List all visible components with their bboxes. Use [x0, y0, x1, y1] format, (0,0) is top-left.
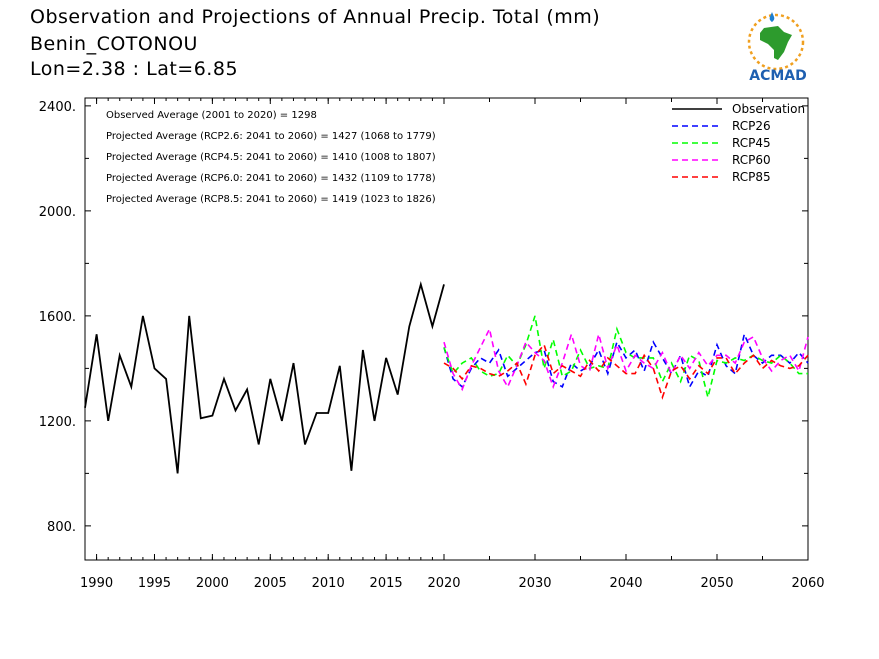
- y-tick-label: 1600.: [39, 310, 76, 325]
- y-tick-label: 2000.: [39, 205, 76, 220]
- x-tick-label: 2010: [312, 576, 345, 591]
- axis-ticks: 800. 1200. 1600. 2000. 2400. 1990 1995 2000 2005…: [39, 98, 825, 591]
- legend-label: RCP60: [732, 153, 771, 167]
- annotation-line: Projected Average (RCP6.0: 2041 to 2060)…: [106, 173, 436, 184]
- annotation-line: Projected Average (RCP4.5: 2041 to 2060)…: [106, 152, 436, 163]
- plot-frame: [84, 97, 809, 561]
- x-tick-label: 2005: [254, 576, 287, 591]
- series-line-observation: [84, 281, 445, 474]
- y-tick-label: 1200.: [39, 415, 76, 430]
- annotation-line: Projected Average (RCP8.5: 2041 to 2060)…: [106, 194, 436, 205]
- x-tick-label: 2060: [791, 576, 824, 591]
- africa-map-logo-icon: ACMAD: [747, 12, 807, 84]
- x-tick-label: 2020: [427, 576, 460, 591]
- legend-label: RCP45: [732, 136, 771, 150]
- series-layer: [84, 281, 809, 474]
- y-tick-label: 800.: [47, 520, 76, 535]
- series-line-rcp45: [443, 315, 808, 398]
- x-tick-label: 1995: [138, 576, 171, 591]
- acmad-logo: ACMAD: [738, 8, 818, 84]
- y-tick-label: 2400.: [39, 100, 76, 115]
- plot-area: [84, 97, 809, 561]
- legend-label: RCP26: [732, 119, 771, 133]
- x-tick-label: 2040: [609, 576, 642, 591]
- x-tick-label: 2000: [196, 576, 229, 591]
- annotation-line: Observed Average (2001 to 2020) = 1298: [106, 110, 317, 121]
- legend-label: Observation: [732, 102, 805, 116]
- series-line-rcp26: [443, 331, 809, 389]
- x-tick-label: 2015: [370, 576, 403, 591]
- logo-text: ACMAD: [749, 68, 807, 84]
- legend: Observation RCP26 RCP45 RCP60 RCP85: [672, 102, 805, 184]
- series-line-rcp60: [443, 326, 809, 392]
- series-line-rcp85: [443, 343, 809, 400]
- x-tick-label: 2030: [518, 576, 551, 591]
- legend-label: RCP85: [732, 170, 771, 184]
- chart-title: Observation and Projections of Annual Pr…: [30, 6, 601, 28]
- coordinates-label: Lon=2.38 : Lat=6.85: [30, 58, 239, 80]
- annotations: Observed Average (2001 to 2020) = 1298 Pr…: [106, 110, 436, 205]
- x-tick-label: 1990: [80, 576, 113, 591]
- annotation-line: Projected Average (RCP2.6: 2041 to 2060)…: [106, 131, 436, 142]
- x-tick-label: 2050: [700, 576, 733, 591]
- location-label: Benin_COTONOU: [30, 33, 198, 55]
